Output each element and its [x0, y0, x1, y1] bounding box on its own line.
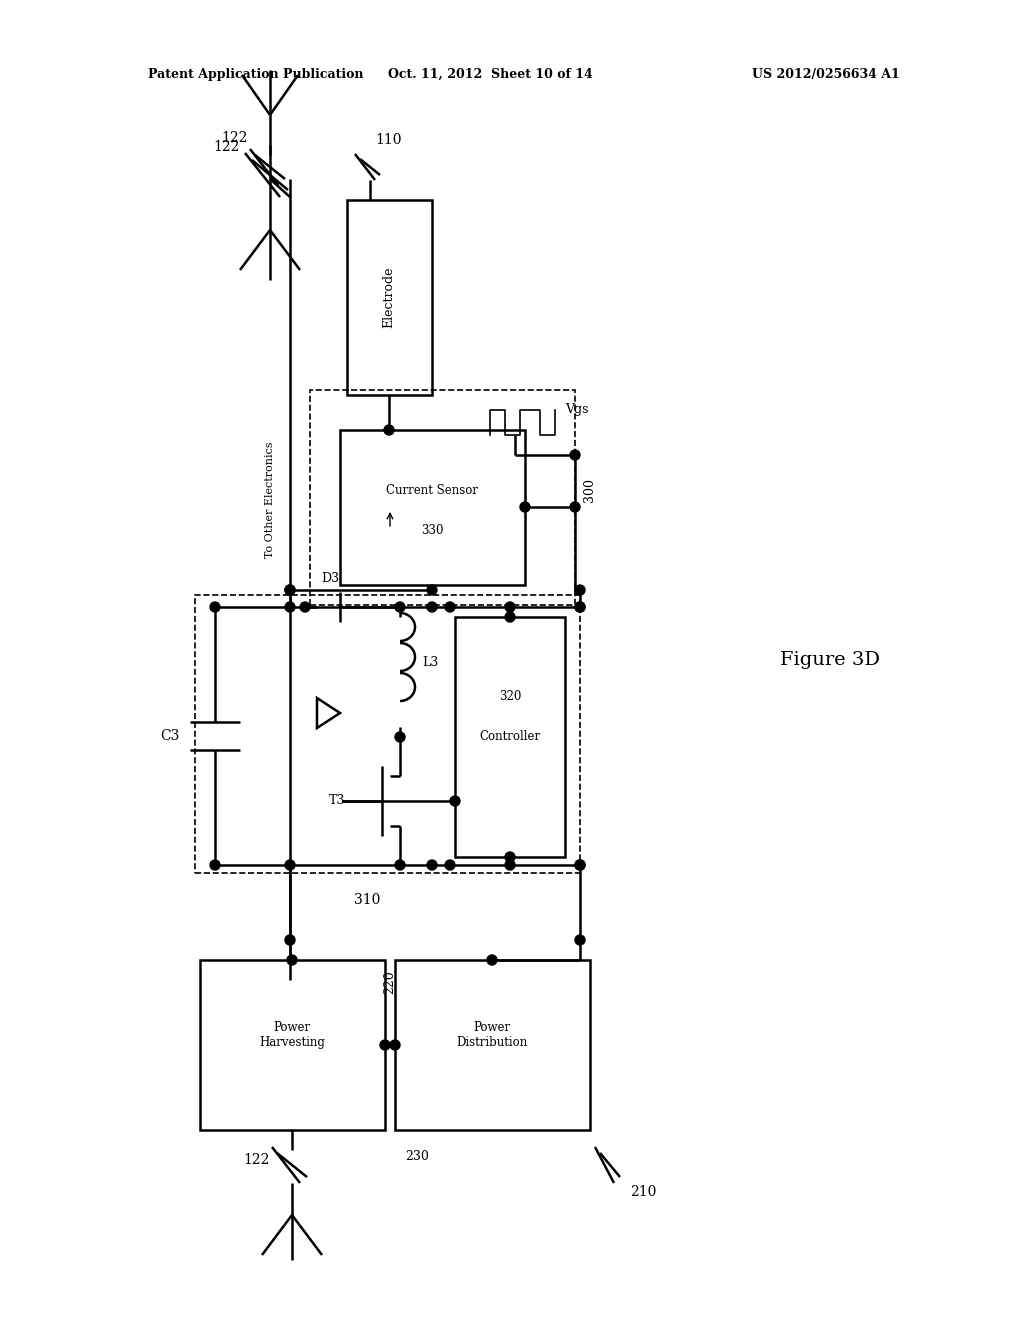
Text: C3: C3 — [161, 729, 180, 743]
Text: 230: 230 — [406, 1150, 429, 1163]
Circle shape — [487, 954, 497, 965]
Circle shape — [285, 585, 295, 595]
Circle shape — [570, 450, 580, 459]
Circle shape — [287, 954, 297, 965]
Circle shape — [395, 602, 406, 612]
Text: Oct. 11, 2012  Sheet 10 of 14: Oct. 11, 2012 Sheet 10 of 14 — [388, 69, 592, 81]
Bar — [200, 960, 385, 1130]
Text: 210: 210 — [630, 1185, 656, 1199]
Circle shape — [505, 602, 515, 612]
Bar — [310, 389, 575, 605]
Circle shape — [575, 861, 585, 870]
Circle shape — [427, 602, 437, 612]
Circle shape — [575, 602, 585, 612]
Text: Electrode: Electrode — [383, 267, 395, 327]
Text: T3: T3 — [329, 795, 345, 808]
Text: Figure 3D: Figure 3D — [780, 651, 880, 669]
Circle shape — [427, 861, 437, 870]
Text: 330: 330 — [421, 524, 443, 536]
Circle shape — [520, 502, 530, 512]
Circle shape — [285, 585, 295, 595]
Bar — [455, 616, 565, 857]
Circle shape — [210, 602, 220, 612]
Text: Power
Harvesting: Power Harvesting — [259, 1020, 325, 1049]
Text: Controller: Controller — [479, 730, 541, 743]
Bar — [195, 595, 580, 873]
Circle shape — [300, 602, 310, 612]
Circle shape — [427, 585, 437, 595]
Text: Vgs: Vgs — [565, 404, 589, 417]
Circle shape — [445, 602, 455, 612]
Circle shape — [285, 602, 295, 612]
Circle shape — [505, 851, 515, 862]
Text: 110: 110 — [375, 133, 401, 147]
Text: 320: 320 — [499, 690, 521, 704]
Text: 122: 122 — [214, 140, 240, 154]
Circle shape — [395, 733, 406, 742]
Circle shape — [210, 861, 220, 870]
Circle shape — [285, 861, 295, 870]
Circle shape — [575, 935, 585, 945]
Text: Current Sensor: Current Sensor — [386, 483, 478, 496]
Text: Patent Application Publication: Patent Application Publication — [148, 69, 364, 81]
Circle shape — [450, 796, 460, 807]
Text: 310: 310 — [354, 894, 380, 907]
Circle shape — [505, 612, 515, 622]
Bar — [340, 430, 525, 585]
Circle shape — [505, 861, 515, 870]
Bar — [395, 960, 590, 1130]
Circle shape — [384, 425, 394, 436]
Circle shape — [575, 602, 585, 612]
Text: To Other Electronics: To Other Electronics — [265, 442, 275, 558]
Text: US 2012/0256634 A1: US 2012/0256634 A1 — [753, 69, 900, 81]
Polygon shape — [317, 698, 340, 729]
Text: D3: D3 — [321, 572, 339, 585]
Circle shape — [575, 585, 585, 595]
Circle shape — [390, 1040, 400, 1049]
Circle shape — [380, 1040, 390, 1049]
Text: 122: 122 — [244, 1152, 270, 1167]
Circle shape — [285, 935, 295, 945]
Circle shape — [445, 861, 455, 870]
Circle shape — [570, 502, 580, 512]
Circle shape — [395, 861, 406, 870]
Circle shape — [575, 861, 585, 870]
Bar — [347, 201, 432, 395]
Text: Power
Distribution: Power Distribution — [457, 1020, 527, 1049]
Text: 300: 300 — [584, 478, 597, 502]
Text: 220: 220 — [384, 970, 396, 994]
Text: L3: L3 — [422, 656, 438, 668]
Text: 122: 122 — [221, 131, 248, 145]
